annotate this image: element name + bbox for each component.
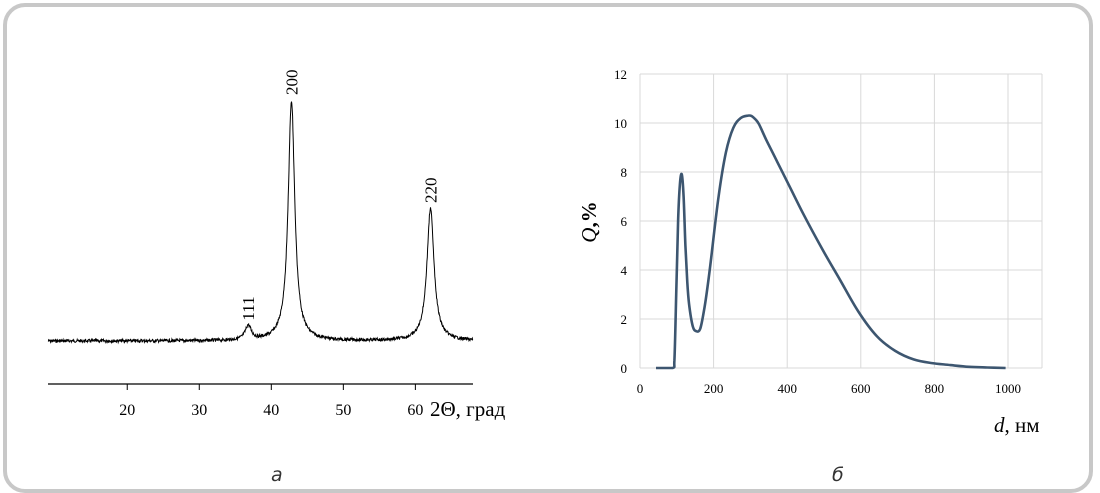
distribution-x-tick-label: 800	[925, 381, 945, 396]
y-label-var: Q	[577, 228, 601, 243]
distribution-y-tick-label: 4	[621, 263, 628, 278]
distribution-y-tick-label: 10	[614, 116, 627, 131]
distribution-line	[656, 114, 1006, 370]
distribution-y-tick-label: 0	[621, 361, 628, 376]
xrd-x-axis-label: 2Θ, град	[430, 397, 506, 421]
x-label-var: d	[994, 413, 1005, 437]
distribution-chart: 0 2 4 6 8 10 12 0 200 400 600 800 1000 Q,% d, нм	[577, 67, 1043, 437]
distribution-x-tick-label: 1000	[995, 381, 1021, 396]
y-label-unit: ,%	[577, 201, 601, 227]
distribution-y-ticks: 0 2 4 6 8 10 12	[614, 67, 628, 376]
distribution-y-tick-label: 12	[614, 67, 627, 82]
xrd-x-tick-label: 40	[263, 402, 279, 419]
distribution-x-tick-label: 400	[777, 381, 797, 396]
distribution-y-tick-label: 6	[621, 214, 628, 229]
distribution-x-tick-label: 200	[704, 381, 724, 396]
distribution-x-ticks: 0 200 400 600 800 1000	[637, 381, 1021, 396]
xrd-peak-label: 111	[239, 296, 258, 320]
xrd-x-tick-label: 50	[335, 402, 351, 419]
xrd-x-tick-label: 20	[119, 402, 135, 419]
xrd-line	[47, 101, 474, 345]
distribution-y-tick-label: 2	[621, 312, 628, 327]
xrd-peak-label: 220	[422, 178, 441, 204]
distribution-x-axis-label: d, нм	[994, 413, 1040, 437]
distribution-y-axis-label: Q,%	[577, 201, 601, 242]
panel-a-label: а	[271, 464, 283, 486]
distribution-x-tick-label: 600	[851, 381, 871, 396]
x-label-unit: , нм	[1005, 413, 1040, 437]
xrd-peak-labels: 111 200 220	[239, 70, 440, 321]
distribution-y-tick-label: 8	[621, 165, 628, 180]
distribution-x-tick-label: 0	[637, 381, 644, 396]
xrd-chart: 20 30 40 50 60 111 200 220 2Θ, град	[47, 70, 506, 421]
figure-frame	[3, 3, 1093, 493]
xrd-x-ticks: 20 30 40 50 60	[119, 384, 423, 419]
xrd-peak-label: 200	[282, 70, 301, 96]
panel-b-label: б	[832, 464, 844, 486]
xrd-x-tick-label: 30	[191, 402, 207, 419]
xrd-x-tick-label: 60	[407, 402, 423, 419]
